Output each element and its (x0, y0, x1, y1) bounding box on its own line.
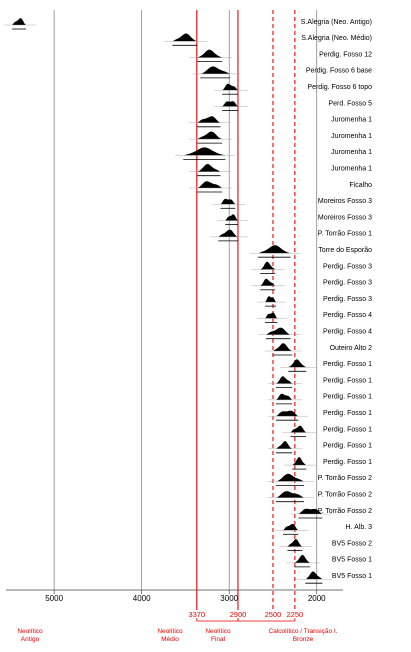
row-label: Outeiro Alto 2 (330, 345, 373, 352)
row-label: Perdig. Fosso 1 (323, 459, 372, 466)
row-label: Perdig. Fosso 1 (323, 377, 372, 384)
probability-distribution (265, 312, 278, 319)
row-label: P. Torrão Fosso 1 (318, 231, 372, 238)
reference-label: 3370 (188, 610, 205, 619)
probability-distribution (258, 245, 291, 254)
row-label: Juromenha 1 (331, 117, 372, 124)
probability-distribution (298, 508, 323, 514)
probability-distribution (276, 376, 293, 384)
row-label: Perdig. Fosso 12 (319, 51, 372, 58)
row-label: Perdig. Fosso 1 (323, 426, 372, 433)
x-tick-label: 4000 (133, 594, 151, 603)
row-label: P. Torrão Fosso 2 (318, 475, 372, 482)
row-label: Ficalho (349, 182, 372, 189)
row-label: BV5 Fosso 1 (332, 557, 372, 564)
x-tick-label: 5000 (45, 594, 63, 603)
row-label: S.Alegria (Neo. Médio) (301, 35, 372, 42)
probability-distribution (197, 49, 223, 58)
reference-label: 2900 (230, 610, 247, 619)
probability-distribution (222, 101, 238, 107)
probability-distribution (200, 66, 231, 74)
probability-distribution (260, 261, 276, 270)
period-label: Neolítico Médio (157, 628, 183, 643)
probability-distribution (276, 393, 293, 400)
row-label: Perdig. Fosso 1 (323, 410, 372, 417)
row-label: Moreiros Fosso 3 (318, 214, 372, 221)
row-label: Juromenha 1 (331, 166, 372, 173)
probability-distribution (197, 116, 221, 123)
probability-distribution (12, 18, 27, 25)
row-label: Juromenha 1 (331, 149, 372, 156)
probability-distribution (283, 523, 299, 531)
row-label: Perdig. Fosso 1 (323, 394, 372, 401)
reference-label: 2250 (287, 610, 304, 619)
period-label: Calcolítico / Transição I. Bronze (268, 628, 338, 643)
x-tick-label: 2000 (308, 594, 326, 603)
probability-distribution (220, 198, 236, 205)
row-label: BV5 Fosso 1 (332, 573, 372, 580)
row-label: Perdig. Fosso 1 (323, 443, 372, 450)
period-label: Neolítico Antigo (17, 628, 43, 643)
probability-distribution (294, 554, 311, 563)
row-label: H. Alb. 3 (346, 524, 373, 531)
period-label: Neolítico Final (205, 628, 231, 643)
x-tick-label: 3000 (220, 594, 238, 603)
probability-distribution (197, 164, 221, 172)
row-label: Juromenha 1 (331, 133, 372, 140)
row-label: Perdig. Fosso 4 (323, 329, 372, 336)
probability-distribution (287, 539, 303, 547)
period-bracket (237, 618, 296, 622)
row-label: Perdig. Fosso 1 (323, 361, 372, 368)
probability-distribution (197, 131, 223, 140)
probability-distribution (276, 410, 299, 417)
probability-distribution (225, 214, 238, 221)
probability-distribution (276, 473, 304, 482)
probability-distribution (276, 441, 293, 449)
probability-distribution (272, 343, 293, 351)
row-label: Torre do Esporão (318, 247, 372, 254)
row-label: Perdig. Fosso 3 (323, 296, 372, 303)
probability-distribution (183, 147, 226, 156)
row-label: P. Torrão Fosso 2 (318, 508, 372, 515)
row-label: Perdig. Fosso 6 base (306, 68, 372, 75)
probability-distribution (290, 425, 307, 433)
reference-label: 2500 (265, 610, 282, 619)
probability-distribution (288, 359, 307, 368)
row-label: Perdig. Fosso 3 (323, 280, 372, 287)
row-label: Perdig. Fosso 6 topo (307, 84, 372, 91)
probability-distribution (276, 491, 304, 498)
probability-distribution (222, 83, 238, 91)
probability-distribution (305, 571, 323, 580)
probability-distribution (260, 278, 276, 286)
probability-distribution (218, 229, 238, 237)
probability-distribution (172, 33, 198, 42)
row-label: BV5 Fosso 2 (332, 540, 372, 547)
row-label: Moreiros Fosso 3 (318, 198, 372, 205)
row-label: Perdig. Fosso 3 (323, 263, 372, 270)
row-label: Perd. Fosso 5 (328, 100, 372, 107)
probability-distribution (292, 457, 307, 466)
row-label: Perdig. Fosso 4 (323, 312, 372, 319)
probability-distribution (197, 181, 223, 188)
row-label: S.Alegria (Neo. Antigo) (301, 19, 372, 26)
probability-distribution (265, 296, 276, 303)
row-label: P. Torrão Fosso 2 (318, 492, 372, 499)
probability-distribution (265, 327, 291, 335)
